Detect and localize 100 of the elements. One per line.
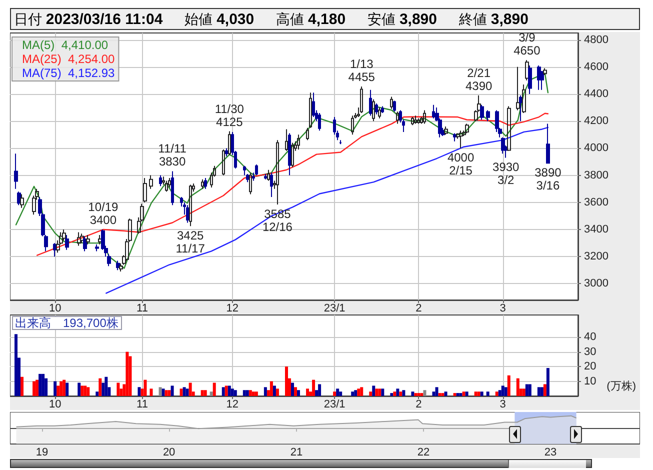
candlestick bbox=[143, 178, 147, 203]
bar bbox=[224, 386, 228, 396]
text: 安値 3,890 bbox=[368, 11, 437, 28]
bar bbox=[486, 392, 490, 396]
candlestick bbox=[228, 130, 231, 156]
y-tick-label: 3000 bbox=[584, 278, 608, 290]
candlestick bbox=[312, 92, 315, 118]
bar bbox=[369, 392, 372, 396]
candlestick bbox=[149, 174, 153, 190]
x-tick-label: 10 bbox=[48, 398, 62, 410]
candlestick bbox=[486, 110, 490, 122]
bar bbox=[234, 390, 237, 396]
bar bbox=[504, 387, 508, 396]
y-tick-label: 3600 bbox=[584, 196, 608, 208]
bar bbox=[284, 366, 288, 396]
bar bbox=[393, 392, 396, 396]
candlestick bbox=[17, 191, 21, 206]
y-tick-label: 10 bbox=[584, 375, 596, 388]
bar bbox=[339, 392, 342, 396]
candlestick bbox=[285, 128, 288, 152]
bar bbox=[420, 393, 424, 396]
candlestick bbox=[369, 89, 372, 116]
candlestick bbox=[507, 106, 511, 152]
bar bbox=[144, 380, 147, 396]
candlestick bbox=[77, 232, 81, 246]
bar bbox=[495, 392, 498, 396]
bar bbox=[390, 393, 394, 396]
bar bbox=[294, 387, 298, 396]
bar bbox=[228, 386, 231, 396]
bar bbox=[290, 382, 294, 396]
candlestick bbox=[360, 86, 363, 114]
bar bbox=[414, 393, 418, 396]
bar bbox=[98, 378, 102, 396]
bar bbox=[474, 392, 478, 396]
candlestick bbox=[318, 112, 321, 132]
bar bbox=[20, 376, 24, 396]
x-tick-label: 19 bbox=[36, 446, 48, 458]
bar bbox=[501, 386, 504, 396]
bar bbox=[62, 380, 66, 396]
bar bbox=[186, 388, 189, 396]
bar bbox=[399, 392, 402, 396]
x-tick-label: 20 bbox=[162, 446, 176, 458]
candlestick bbox=[432, 104, 435, 119]
bar bbox=[116, 382, 120, 396]
bar bbox=[188, 382, 192, 396]
bar bbox=[336, 388, 340, 396]
bar bbox=[162, 388, 165, 396]
bar bbox=[537, 387, 540, 396]
bar bbox=[222, 387, 225, 396]
bar bbox=[204, 390, 207, 396]
candlestick bbox=[83, 236, 87, 252]
bar bbox=[264, 387, 267, 396]
bar bbox=[14, 334, 18, 396]
bar bbox=[444, 392, 448, 396]
candlestick bbox=[270, 172, 273, 198]
x-tick-label: 11 bbox=[136, 398, 148, 410]
bar bbox=[126, 352, 129, 396]
bar bbox=[378, 388, 382, 396]
bar bbox=[351, 392, 354, 396]
bar bbox=[56, 386, 60, 396]
bar bbox=[435, 387, 438, 396]
x-tick-label: 23 bbox=[544, 446, 557, 458]
text: MA(5) 4,410.00 bbox=[22, 38, 108, 52]
candlestick bbox=[306, 127, 309, 141]
bar bbox=[297, 390, 300, 396]
bar bbox=[528, 384, 532, 396]
y-tick-label: 30 bbox=[584, 346, 596, 358]
y-tick-label: 20 bbox=[584, 360, 596, 373]
annotation: 1/13 4455 bbox=[348, 57, 376, 84]
x-tick-label: 23/1 bbox=[324, 302, 346, 314]
bar bbox=[477, 392, 480, 396]
y-tick-label: 4200 bbox=[584, 115, 608, 128]
bar bbox=[32, 381, 36, 396]
bar bbox=[333, 392, 336, 396]
x-tick-label: 3 bbox=[500, 398, 506, 410]
candlestick bbox=[528, 65, 532, 94]
bar bbox=[438, 393, 442, 396]
annotation: 4000 2/15 bbox=[447, 150, 474, 178]
bar bbox=[312, 380, 316, 396]
candlestick bbox=[459, 130, 463, 149]
y-axis-title: (万株) bbox=[606, 380, 636, 392]
text: 高値 4,180 bbox=[276, 11, 346, 28]
candlestick bbox=[264, 173, 267, 180]
x-tick-label: 22 bbox=[417, 446, 430, 458]
bar bbox=[462, 392, 466, 396]
bar bbox=[80, 386, 84, 396]
candlestick bbox=[546, 123, 550, 164]
candlestick bbox=[537, 65, 541, 90]
candlestick bbox=[288, 132, 291, 176]
x-tick-label: 2 bbox=[416, 302, 422, 314]
candlestick bbox=[351, 115, 354, 136]
candlestick bbox=[159, 174, 162, 187]
x-tick-label: 3 bbox=[500, 302, 506, 314]
candlestick bbox=[423, 110, 426, 124]
bar bbox=[525, 384, 528, 396]
bar bbox=[200, 390, 204, 396]
bar bbox=[170, 386, 174, 396]
annotation: 3890 3/16 bbox=[534, 166, 562, 193]
candlestick bbox=[480, 104, 484, 120]
candlestick bbox=[86, 234, 90, 245]
